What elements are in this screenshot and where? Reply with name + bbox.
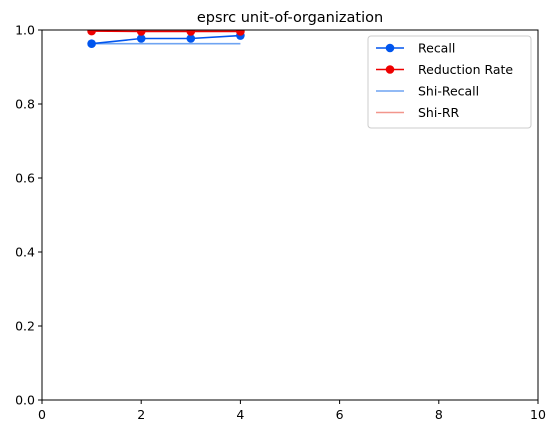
data-point-reduction-rate xyxy=(87,27,96,36)
legend-label-reduction-rate: Reduction Rate xyxy=(418,62,513,77)
x-tick-label: 10 xyxy=(530,407,546,422)
y-tick-label: 0.0 xyxy=(15,393,35,408)
x-tick-label: 2 xyxy=(137,407,145,422)
x-tick-label: 0 xyxy=(38,407,46,422)
y-tick-label: 1.0 xyxy=(15,23,35,38)
x-tick-label: 4 xyxy=(236,407,244,422)
legend-marker-reduction-rate xyxy=(386,65,395,74)
y-tick-label: 0.6 xyxy=(15,171,35,186)
y-tick-label: 0.8 xyxy=(15,97,35,112)
y-tick-label: 0.4 xyxy=(15,245,35,260)
y-tick-label: 0.2 xyxy=(15,319,35,334)
legend: Recall Reduction Rate Shi-Recall Shi-RR xyxy=(368,36,531,128)
data-point-reduction-rate xyxy=(187,27,196,36)
legend-marker-recall xyxy=(386,44,395,53)
data-point-reduction-rate xyxy=(137,27,146,36)
chart-title: epsrc unit-of-organization xyxy=(197,10,383,26)
x-tick-label: 8 xyxy=(435,407,443,422)
data-point-reduction-rate xyxy=(236,27,245,36)
legend-label-shi-recall: Shi-Recall xyxy=(418,84,479,99)
data-point-recall xyxy=(87,39,96,48)
legend-label-recall: Recall xyxy=(418,41,455,56)
legend-label-shi-rr: Shi-RR xyxy=(418,105,460,120)
series-line-recall xyxy=(92,36,241,44)
x-tick-label: 6 xyxy=(336,407,344,422)
